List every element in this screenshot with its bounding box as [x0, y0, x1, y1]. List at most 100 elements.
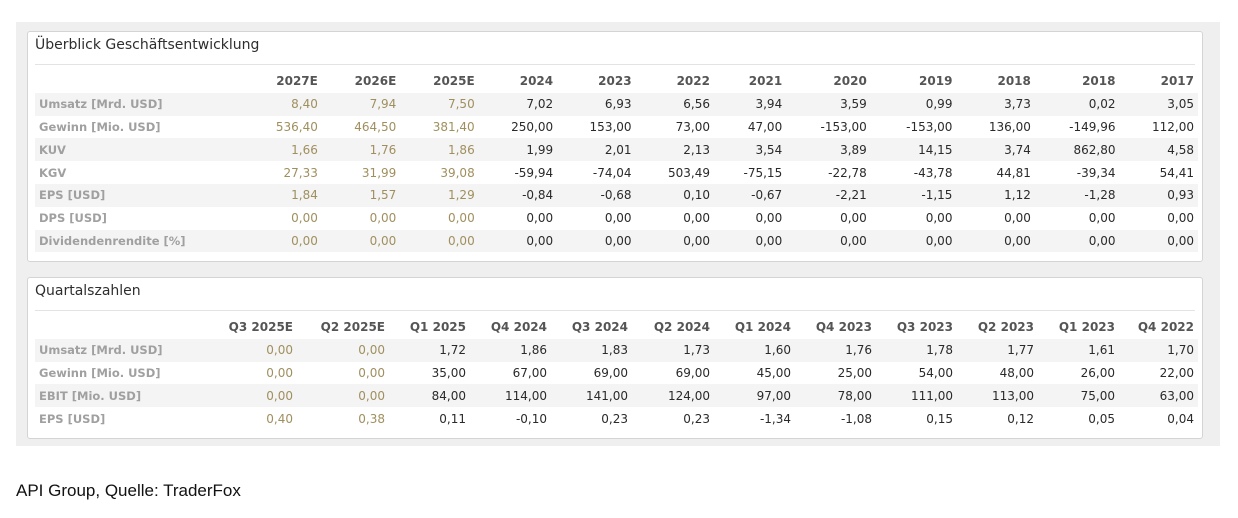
value-cell: 0,04 [1167, 411, 1194, 426]
value-cell: 111,00 [876, 384, 957, 408]
value-cell: 0,00 [683, 211, 710, 226]
column-header: Q1 2025 [409, 320, 466, 335]
row-label: DPS [USD] [39, 211, 107, 226]
quarterly-table: Q3 2025E Q2 2025E Q1 2025 Q4 2024 Q3 2024 Q2 … [35, 316, 1198, 430]
value-cell: 0,15 [926, 411, 953, 426]
value-cell: 54,41 [1159, 165, 1194, 180]
value-cell: 0,02 [1034, 92, 1120, 116]
value-cell: 0,00 [755, 211, 783, 226]
estimate-cell: 0,00 [321, 229, 401, 253]
value-cell: 153,00 [589, 119, 632, 134]
value-cell: 2,01 [557, 138, 636, 162]
value-cell: 78,00 [795, 384, 876, 408]
value-cell: 0,00 [604, 211, 632, 226]
value-cell: -75,15 [743, 165, 783, 180]
value-cell: 63,00 [1119, 384, 1198, 408]
row-label: KUV [35, 138, 239, 162]
value-cell: 124,00 [632, 384, 714, 408]
estimate-cell: 536,40 [275, 119, 318, 134]
value-cell: 0,12 [1007, 411, 1034, 426]
value-cell: -1,08 [840, 411, 872, 426]
value-cell: 0,00 [870, 229, 957, 253]
column-header: Q1 2023 [1058, 320, 1115, 335]
corner-cell [35, 70, 238, 93]
value-cell: 141,00 [551, 384, 632, 408]
value-cell: 1,72 [389, 338, 470, 362]
value-cell: 0,10 [635, 183, 714, 207]
estimate-cell: 381,40 [432, 119, 475, 134]
row-label: EPS [USD] [35, 183, 239, 207]
value-cell: 1,70 [1119, 338, 1198, 362]
value-cell: 73,00 [675, 119, 710, 134]
column-header: 2018 [1082, 74, 1116, 89]
value-cell: 0,00 [1004, 211, 1031, 226]
value-cell: 3,54 [713, 138, 787, 162]
value-cell: 0,11 [439, 411, 466, 426]
value-cell: 862,80 [1034, 138, 1120, 162]
value-cell: 0,00 [526, 211, 554, 226]
value-cell: -153,00 [906, 119, 953, 134]
value-cell: 112,00 [1152, 119, 1194, 134]
value-cell: 1,73 [632, 338, 714, 362]
row-label: KGV [39, 165, 67, 180]
value-cell: 0,00 [478, 229, 558, 253]
column-header: 2025E [433, 74, 475, 89]
column-header: Q2 2024 [653, 320, 710, 335]
value-cell: 3,05 [1119, 92, 1198, 116]
row-label: EPS [USD] [39, 411, 106, 426]
value-cell: 67,00 [512, 365, 547, 380]
value-cell: 75,00 [1038, 384, 1119, 408]
estimate-cell: 7,50 [400, 92, 479, 116]
value-cell: 0,00 [1034, 229, 1120, 253]
table-row: Gewinn [Mio. USD] 0,00 0,00 35,00 67,00 69,00… [35, 362, 1198, 385]
value-cell: 0,99 [870, 92, 957, 116]
table-row: EPS [USD] 0,40 0,38 0,11 -0,10 0,23 0,23 -1,34 -… [35, 407, 1198, 430]
estimate-cell: 27,33 [283, 165, 318, 180]
source-caption: API Group, Quelle: TraderFox [16, 481, 241, 500]
value-cell: 1,77 [957, 338, 1038, 362]
row-label: Umsatz [Mrd. USD] [35, 338, 215, 362]
estimate-cell: 1,84 [238, 183, 322, 207]
table-row: KUV 1,66 1,76 1,86 1,99 2,01 2,13 3,54 3,89 14,15… [35, 138, 1198, 162]
estimate-cell: 0,00 [447, 211, 475, 226]
column-header: Q4 2023 [815, 320, 872, 335]
column-header: Q3 2024 [571, 320, 628, 335]
value-cell: 0,23 [601, 411, 628, 426]
column-header: Q2 2025E [320, 320, 385, 335]
tables-frame: Überblick Geschäftsentwicklung 2027E 2026… [16, 22, 1220, 446]
value-cell: 3,59 [786, 92, 871, 116]
header-row: 2027E 2026E 2025E 2024 2023 2022 2021 2020 2019 2… [35, 70, 1198, 93]
estimate-cell: 0,00 [215, 338, 297, 362]
column-header: 2020 [833, 74, 867, 89]
estimate-cell: 464,50 [354, 119, 397, 134]
estimate-cell: 7,94 [321, 92, 401, 116]
estimate-cell: 1,86 [400, 138, 479, 162]
value-cell: -22,78 [828, 165, 867, 180]
value-cell: -1,28 [1034, 183, 1120, 207]
column-header: Q1 2024 [734, 320, 791, 335]
value-cell: 1,12 [956, 183, 1035, 207]
value-cell: 0,00 [713, 229, 787, 253]
title-divider [35, 64, 1195, 65]
value-cell: 7,02 [478, 92, 558, 116]
estimate-cell: 0,00 [215, 384, 297, 408]
estimate-cell: 0,38 [358, 411, 385, 426]
estimate-cell: 0,00 [358, 365, 385, 380]
column-header: Q3 2025E [228, 320, 293, 335]
column-header: 2021 [748, 74, 783, 89]
value-cell: -2,21 [786, 183, 871, 207]
column-header: 2017 [1160, 74, 1194, 89]
value-cell: 3,94 [713, 92, 787, 116]
column-header: 2022 [676, 74, 710, 89]
value-cell: 114,00 [470, 384, 551, 408]
value-cell: 84,00 [389, 384, 470, 408]
value-cell: 136,00 [988, 119, 1031, 134]
value-cell: 47,00 [747, 119, 783, 134]
table-row: EBIT [Mio. USD] 0,00 0,00 84,00 114,00 141,00… [35, 384, 1198, 408]
value-cell: 54,00 [918, 365, 953, 380]
column-header: Q4 2024 [490, 320, 547, 335]
value-cell: 2,13 [635, 138, 714, 162]
value-cell: 0,23 [683, 411, 710, 426]
estimate-cell: 8,40 [238, 92, 322, 116]
row-label: Gewinn [Mio. USD] [39, 119, 161, 134]
